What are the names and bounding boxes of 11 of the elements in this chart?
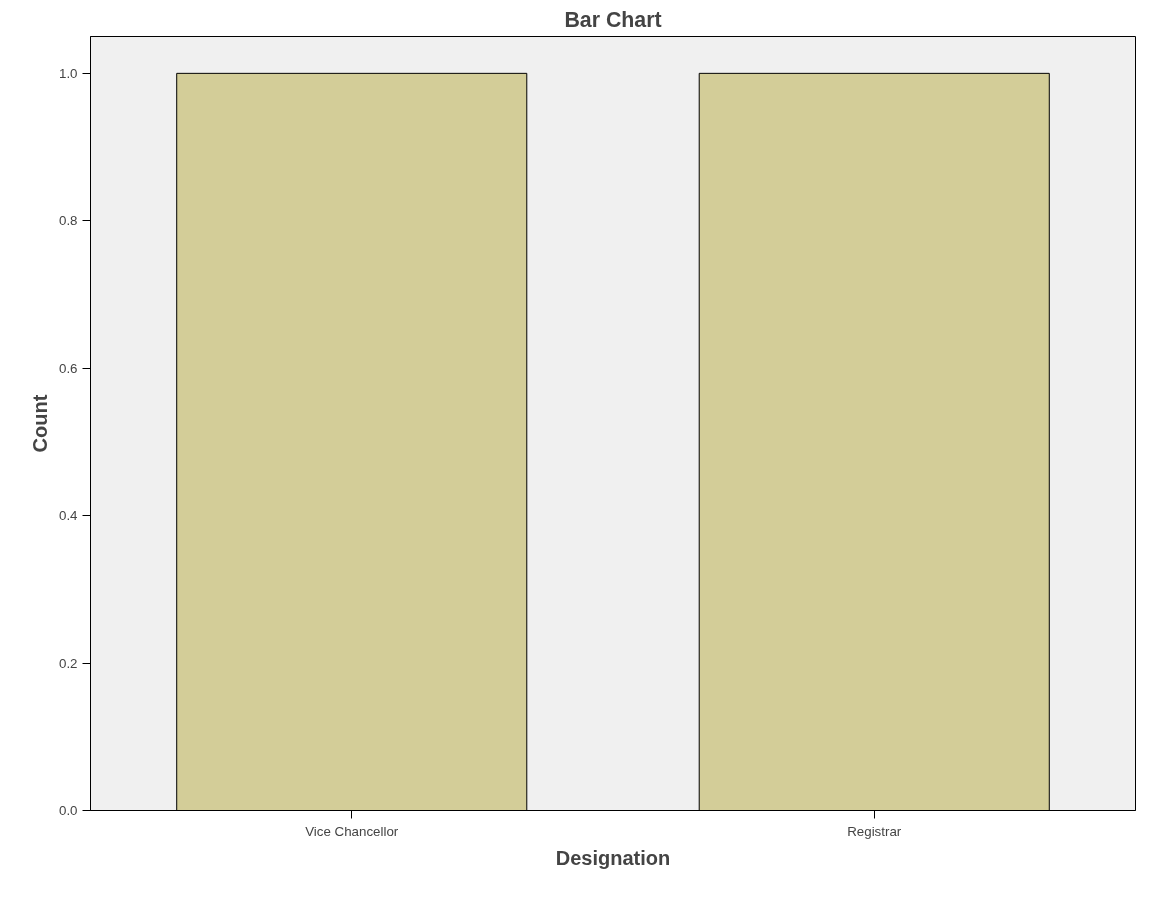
y-tick-label: 0.8 (58, 213, 78, 229)
y-tick-label: 0.4 (58, 508, 79, 524)
y-tick-label: 1.0 (58, 65, 78, 81)
x-axis-title: Designation (555, 846, 671, 869)
y-tick-label: 0.6 (58, 360, 78, 376)
y-tick-label: 0.0 (58, 803, 78, 818)
y-tick-label: 0.2 (58, 655, 78, 671)
x-tick-label: Vice Chancellor (305, 823, 399, 839)
y-axis-title: Count (28, 394, 51, 453)
x-tick-label: Registrar (847, 823, 902, 839)
chart-title: Bar Chart (564, 7, 662, 32)
